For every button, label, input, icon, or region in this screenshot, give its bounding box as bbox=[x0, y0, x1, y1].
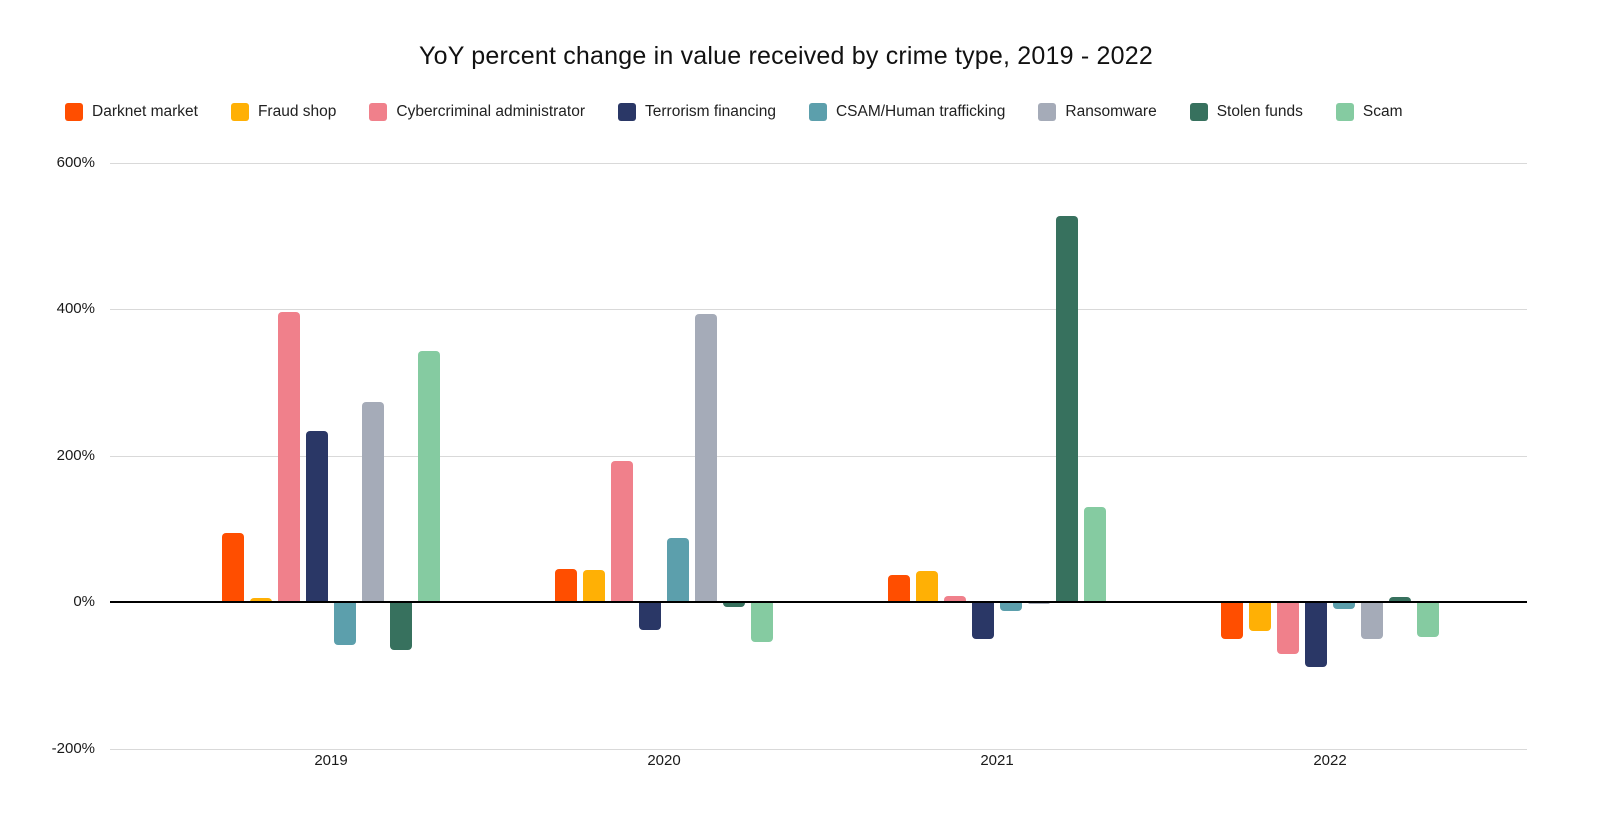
bar-fraud-shop-2019[interactable] bbox=[250, 598, 272, 603]
y-axis-label: 200% bbox=[56, 446, 95, 464]
bar-darknet-market-2022[interactable] bbox=[1221, 602, 1243, 639]
legend-label: Scam bbox=[1362, 103, 1403, 120]
legend-label: Ransomware bbox=[1065, 103, 1157, 120]
legend-item-stolen-funds: Stolen funds bbox=[1189, 103, 1303, 121]
bar-fraud-shop-2021[interactable] bbox=[916, 571, 938, 603]
legend-item-cybercriminal-administrator: Cybercriminal administrator bbox=[369, 103, 585, 121]
bar-cybercriminal-administrator-2021[interactable] bbox=[944, 596, 966, 603]
x-axis-label-2021: 2021 bbox=[980, 752, 1014, 769]
x-axis-label-2019: 2019 bbox=[314, 752, 348, 769]
legend-label: Fraud shop bbox=[257, 103, 337, 120]
chart-title: YoY percent change in value received by … bbox=[419, 42, 1153, 70]
bar-scam-2022[interactable] bbox=[1417, 602, 1439, 637]
legend-label: Darknet market bbox=[92, 103, 198, 120]
legend-label: Terrorism financing bbox=[645, 103, 776, 120]
legend-swatch-icon bbox=[65, 103, 83, 121]
gridline--200% bbox=[110, 748, 1527, 750]
legend-item-csam-human-trafficking: CSAM/Human trafficking bbox=[808, 103, 1006, 121]
legend-swatch-icon bbox=[230, 103, 249, 121]
y-axis-label: 400% bbox=[56, 300, 95, 318]
bar-terrorism-financing-2019[interactable] bbox=[306, 430, 328, 603]
legend-item-terrorism-financing: Terrorism financing bbox=[618, 103, 776, 121]
bar-csam-human-trafficking-2019[interactable] bbox=[334, 602, 356, 646]
legend-item-fraud-shop: Fraud shop bbox=[230, 103, 337, 121]
legend-item-ransomware: Ransomware bbox=[1038, 103, 1157, 121]
zero-axis-line bbox=[110, 601, 1527, 604]
bar-ransomware-2019[interactable] bbox=[362, 402, 384, 603]
legend-item-scam: Scam bbox=[1335, 103, 1403, 121]
bar-terrorism-financing-2022[interactable] bbox=[1305, 602, 1327, 668]
bar-scam-2019[interactable] bbox=[418, 351, 440, 603]
bar-stolen-funds-2021[interactable] bbox=[1056, 216, 1078, 603]
bar-ransomware-2022[interactable] bbox=[1361, 602, 1383, 639]
bar-scam-2020[interactable] bbox=[751, 602, 773, 643]
bar-darknet-market-2021[interactable] bbox=[888, 575, 910, 603]
gridline-600% bbox=[110, 163, 1527, 164]
x-axis-label-2022: 2022 bbox=[1313, 752, 1347, 769]
bar-cybercriminal-administrator-2019[interactable] bbox=[278, 311, 300, 603]
legend-swatch-icon bbox=[1189, 103, 1208, 121]
bar-cybercriminal-administrator-2020[interactable] bbox=[611, 460, 633, 603]
y-axis-label: -200% bbox=[51, 739, 95, 757]
y-axis-label: 0% bbox=[73, 593, 95, 611]
bar-scam-2021[interactable] bbox=[1084, 506, 1106, 603]
legend-label: Cybercriminal administrator bbox=[396, 103, 586, 120]
legend-item-darknet-market: Darknet market bbox=[65, 103, 198, 121]
bar-stolen-funds-2019[interactable] bbox=[390, 602, 412, 651]
legend-swatch-icon bbox=[618, 103, 637, 121]
legend-swatch-icon bbox=[1335, 103, 1354, 121]
x-axis-label-2020: 2020 bbox=[647, 752, 681, 769]
bar-darknet-market-2019[interactable] bbox=[222, 532, 244, 603]
legend-swatch-icon bbox=[369, 103, 388, 121]
gridline-400% bbox=[110, 309, 1527, 311]
legend-label: CSAM/Human trafficking bbox=[835, 103, 1006, 120]
bar-darknet-market-2020[interactable] bbox=[555, 569, 577, 603]
chart-legend: Darknet market Fraud shop Cybercriminal ad… bbox=[65, 103, 1540, 121]
bar-csam-human-trafficking-2021[interactable] bbox=[1000, 602, 1022, 611]
bar-fraud-shop-2022[interactable] bbox=[1249, 602, 1271, 632]
bar-cybercriminal-administrator-2022[interactable] bbox=[1277, 602, 1299, 655]
bar-stolen-funds-2020[interactable] bbox=[723, 602, 745, 607]
bar-csam-human-trafficking-2022[interactable] bbox=[1333, 602, 1355, 610]
bar-stolen-funds-2022[interactable] bbox=[1389, 597, 1411, 603]
legend-swatch-icon bbox=[1038, 103, 1057, 121]
bar-terrorism-financing-2020[interactable] bbox=[639, 602, 661, 630]
bar-csam-human-trafficking-2020[interactable] bbox=[667, 538, 689, 603]
bar-terrorism-financing-2021[interactable] bbox=[972, 602, 994, 639]
legend-label: Stolen funds bbox=[1216, 103, 1303, 120]
bar-fraud-shop-2020[interactable] bbox=[583, 569, 605, 603]
gridline-200% bbox=[110, 455, 1527, 457]
y-axis-label: 600% bbox=[56, 154, 95, 171]
legend-swatch-icon bbox=[808, 103, 827, 121]
bar-ransomware-2020[interactable] bbox=[695, 314, 717, 603]
